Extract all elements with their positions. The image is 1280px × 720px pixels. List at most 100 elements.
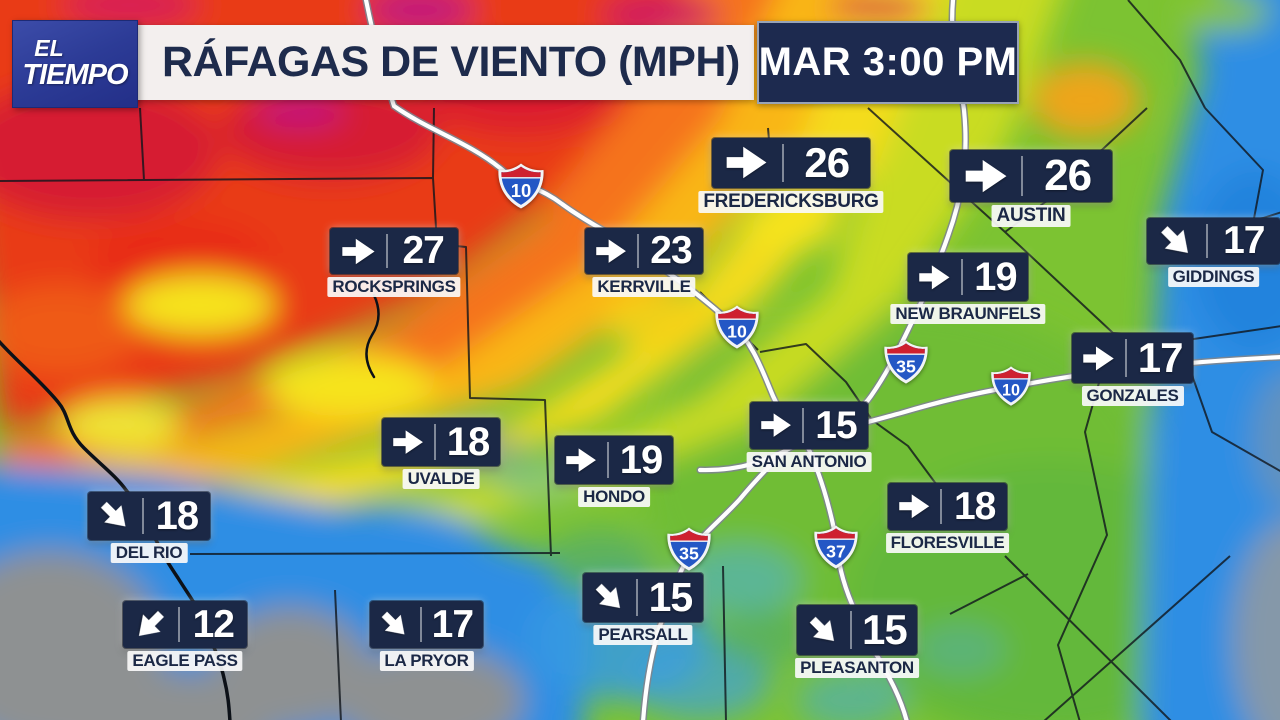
divider [635, 579, 638, 616]
gust-box: 26 [950, 150, 1112, 202]
divider [940, 489, 943, 524]
gust-value: 19 [974, 254, 1018, 299]
city-label: FLORESVILLE [885, 533, 1010, 553]
divider [960, 259, 963, 295]
gust-box: 12 [123, 601, 247, 648]
timestamp-badge: MAR 3:00 PM [757, 21, 1019, 104]
gust-value: 15 [648, 574, 694, 620]
wind-direction-arrow-icon [123, 601, 178, 648]
city-label: GIDDINGS [1167, 267, 1260, 287]
gust-value: 18 [953, 484, 996, 528]
station-new-braunfels: 19 NEW BRAUNFELS [890, 253, 1046, 324]
gust-value: 17 [1137, 334, 1184, 381]
divider [636, 234, 639, 268]
gust-value: 17 [1223, 219, 1265, 262]
logo-line1: EL [34, 34, 64, 61]
wind-direction-arrow-icon [712, 138, 782, 188]
interstate-35-shield-icon: 35 [883, 339, 929, 385]
divider [1205, 224, 1208, 258]
city-label: SAN ANTONIO [746, 452, 872, 472]
station-uvalde: 18 UVALDE [382, 418, 500, 489]
station-gonzales: 17 GONZALES [1072, 333, 1193, 406]
station-eagle-pass: 12 EAGLE PASS [123, 601, 247, 671]
station-floresville: 18 FLORESVILLE [885, 483, 1010, 553]
interstate-37-shield-icon: 37 [813, 524, 859, 570]
divider [801, 408, 804, 443]
interstate-10-shield-icon: 10 [990, 365, 1032, 407]
wind-direction-arrow-icon [888, 483, 940, 530]
gust-box: 17 [1147, 218, 1280, 264]
gust-box: 27 [330, 228, 458, 274]
station-giddings: 17 GIDDINGS [1147, 218, 1280, 287]
divider [419, 607, 422, 642]
city-label: FREDERICKSBURG [698, 191, 884, 213]
gust-box: 19 [555, 436, 673, 484]
wind-direction-arrow-icon [1072, 333, 1125, 383]
wind-direction-arrow-icon [330, 228, 386, 274]
wind-direction-arrow-icon [797, 605, 850, 655]
wind-direction-arrow-icon [908, 253, 961, 301]
divider [1021, 156, 1024, 196]
gust-box: 17 [370, 601, 483, 648]
timestamp-text: MAR 3:00 PM [758, 40, 1018, 84]
wind-direction-arrow-icon [950, 150, 1021, 202]
gust-box: 18 [888, 483, 1007, 530]
gust-value: 26 [1044, 151, 1092, 200]
station-fredericksburg: 26 FREDERICKSBURG [698, 138, 884, 213]
svg-text:10: 10 [727, 322, 747, 342]
wind-direction-arrow-icon [382, 418, 434, 466]
gust-box: 15 [750, 402, 868, 449]
divider [1125, 339, 1128, 377]
title-bar: RÁFAGAS DE VIENTO (MPH) [118, 25, 754, 100]
wind-direction-arrow-icon [1147, 218, 1206, 264]
city-label: PLEASANTON [795, 658, 919, 678]
gust-value: 19 [619, 437, 664, 482]
gust-value: 27 [402, 229, 444, 272]
gust-value: 15 [862, 606, 908, 653]
wind-direction-arrow-icon [88, 492, 142, 540]
gust-value: 26 [804, 139, 850, 186]
city-label: AUSTIN [991, 205, 1071, 227]
city-label: UVALDE [402, 469, 480, 489]
wind-direction-arrow-icon [583, 573, 636, 622]
divider [849, 611, 852, 649]
gust-value: 23 [650, 229, 692, 272]
city-label: ROCKSPRINGS [327, 277, 461, 297]
city-label: KERRVILLE [592, 277, 696, 297]
divider [781, 144, 784, 182]
gust-box: 18 [382, 418, 500, 466]
station-pleasanton: 15 PLEASANTON [795, 605, 919, 678]
gust-box: 23 [585, 228, 703, 274]
divider [606, 442, 609, 478]
interstate-35-shield-icon: 35 [666, 526, 712, 572]
gust-value: 18 [155, 493, 200, 538]
svg-text:35: 35 [679, 544, 699, 564]
station-pearsall: 15 PEARSALL [583, 573, 703, 645]
city-label: DEL RIO [110, 543, 188, 563]
gust-box: 26 [712, 138, 870, 188]
gust-value: 12 [192, 602, 235, 646]
interstate-10-shield-icon: 10 [497, 162, 545, 210]
gust-value: 15 [815, 403, 857, 447]
el-tiempo-logo: EL TIEMPO [12, 20, 138, 108]
wind-direction-arrow-icon [555, 436, 607, 484]
divider [177, 607, 180, 642]
city-label: EAGLE PASS [127, 651, 243, 671]
divider [386, 234, 389, 268]
gust-box: 19 [908, 253, 1028, 301]
gust-box: 15 [797, 605, 917, 655]
station-la-pryor: 17 LA PRYOR [370, 601, 483, 671]
station-austin: 26 AUSTIN [950, 150, 1112, 227]
svg-text:35: 35 [896, 357, 916, 377]
station-san-antonio: 15 SAN ANTONIO [746, 402, 872, 472]
station-kerrville: 23 KERRVILLE [585, 228, 703, 297]
divider [141, 498, 144, 534]
station-hondo: 19 HONDO [555, 436, 673, 507]
city-label: LA PRYOR [379, 651, 474, 671]
gust-box: 15 [583, 573, 703, 622]
gust-box: 17 [1072, 333, 1193, 383]
city-label: GONZALES [1081, 386, 1184, 406]
city-label: NEW BRAUNFELS [890, 304, 1046, 324]
svg-text:37: 37 [826, 542, 846, 562]
